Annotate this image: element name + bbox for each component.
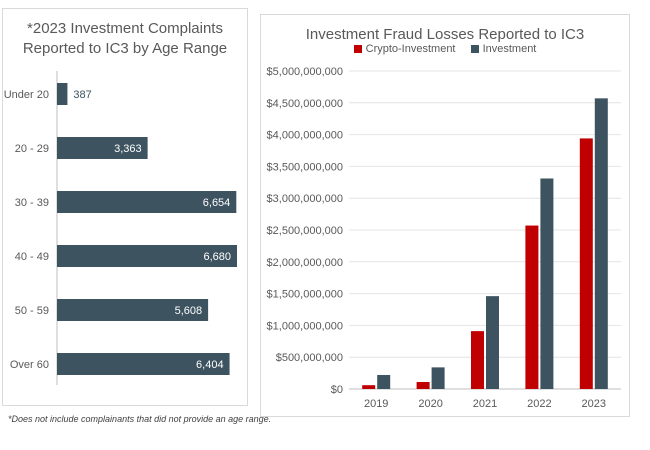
losses-ytick-6: $3,000,000,000 [267,193,343,205]
legend-item-investment: Investment [470,43,537,55]
age-chart-plot: Under 20 387 20 - 29 3,363 30 - 39 6,654 40 - … [4,71,237,385]
footnote: *Does not include complainants that did … [8,414,272,424]
losses-chart-plot: $0 $500,000,000 $1,000,000,000 $1,500,000,0… [267,66,621,410]
losses-ytick-10: $5,000,000,000 [267,66,343,78]
losses-bar-investment-2019 [377,375,391,389]
losses-xtick-3: 2022 [527,398,551,410]
legend-swatch-crypto [353,45,362,53]
legend-swatch-investment [470,45,479,53]
losses-bar-investment-2023 [594,98,608,390]
age-chart-title: *2023 Investment Complaints Reported to … [3,19,247,59]
losses-ytick-9: $4,500,000,000 [267,98,343,110]
age-value-label-5: 6,404 [196,359,224,371]
losses-legend: Crypto-Investment Investment [261,43,629,56]
age-category-label-2: 30 - 39 [15,197,49,209]
losses-ytick-4: $2,000,000,000 [267,257,343,269]
losses-chart-title: Investment Fraud Losses Reported to IC3 [305,26,585,43]
losses-ytick-7: $3,500,000,000 [267,161,343,173]
losses-bar-investment-2020 [431,367,445,389]
losses-bar-crypto-2022 [525,225,539,389]
age-value-label-0: 387 [73,89,91,101]
losses-bar-crypto-2020 [416,382,430,389]
age-category-label-5: Over 60 [10,359,49,371]
losses-bar-crypto-2021 [471,331,484,389]
age-bar-2 [57,191,237,213]
legend-item-crypto: Crypto-Investment [353,43,456,55]
losses-xtick-1: 2020 [418,398,442,410]
legend-label-investment: Investment [482,43,537,55]
losses-bar-investment-2021 [486,296,499,389]
losses-ytick-1: $500,000,000 [276,352,343,364]
age-bar-0 [57,83,68,105]
age-value-label-4: 5,608 [175,305,203,317]
age-bar-3 [57,245,237,267]
age-category-label-4: 50 - 59 [15,305,49,317]
age-value-label-1: 3,363 [114,143,142,155]
age-value-label-2: 6,654 [203,197,231,209]
legend-label-crypto: Crypto-Investment [365,43,456,55]
age-chart-title-line1: *2023 Investment Complaints [27,20,223,37]
losses-xtick-4: 2023 [582,398,606,410]
age-category-label-3: 40 - 49 [15,251,49,263]
age-category-label-1: 20 - 29 [15,143,49,155]
losses-xtick-2: 2021 [473,398,497,410]
age-value-label-3: 6,680 [203,251,231,263]
losses-ytick-5: $2,500,000,000 [267,225,343,237]
age-category-label-0: Under 20 [4,89,49,101]
losses-xtick-0: 2019 [364,398,388,410]
age-chart-title-line2: Reported to IC3 by Age Range [22,40,228,57]
age-bar-4 [57,299,209,321]
losses-ytick-2: $1,000,000,000 [267,320,343,332]
losses-ytick-3: $1,500,000,000 [267,289,343,301]
losses-bar-investment-2022 [540,178,554,389]
losses-ytick-0: $0 [331,384,343,396]
age-bar-5 [57,353,230,375]
losses-bar-crypto-2019 [362,385,376,389]
age-range-chart-panel: *2023 Investment Complaints Reported to … [2,8,248,406]
fraud-losses-chart-panel: Investment Fraud Losses Reported to IC3 … [260,14,630,417]
age-bar-1 [57,137,148,159]
losses-bar-crypto-2023 [579,138,593,389]
losses-ytick-8: $4,000,000,000 [267,130,343,142]
